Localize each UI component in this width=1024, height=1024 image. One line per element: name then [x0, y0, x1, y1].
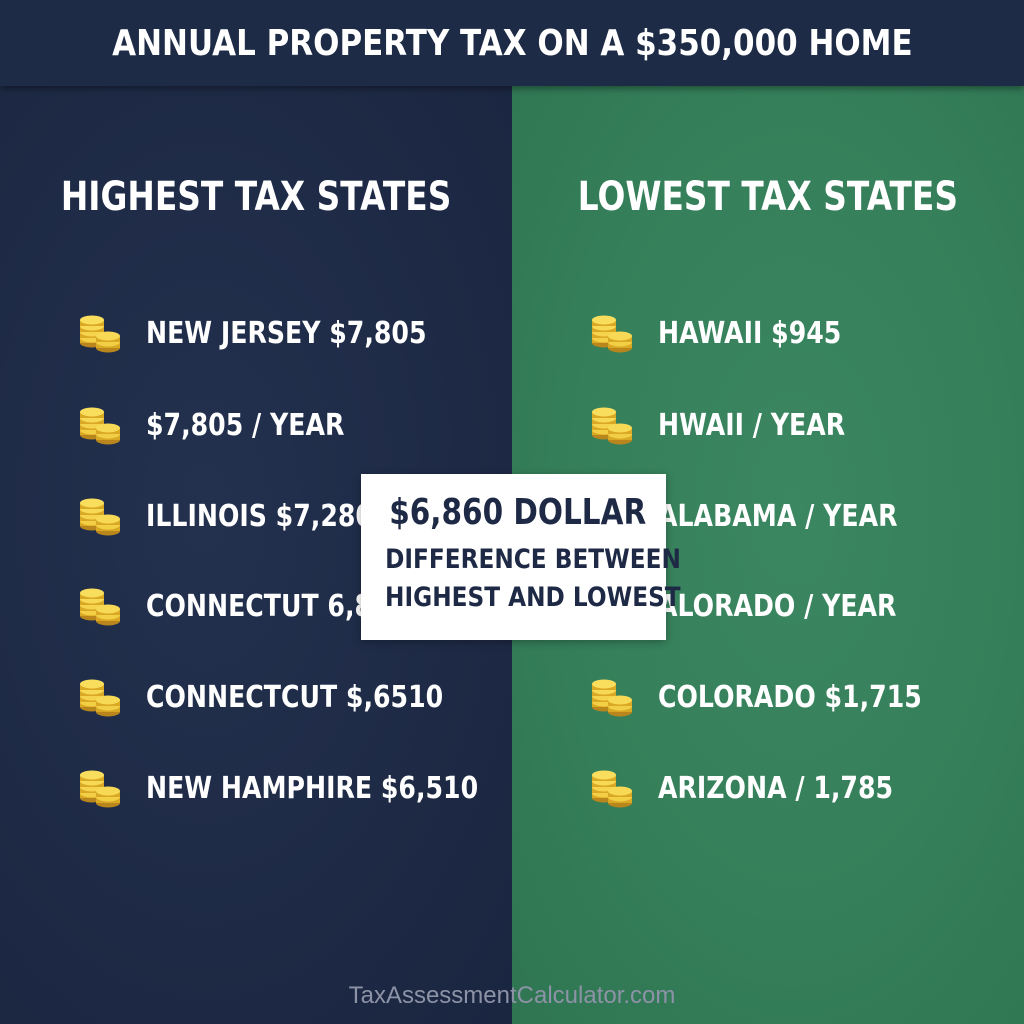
highest-row-label: $7,805 / YEAR: [146, 407, 345, 443]
highest-row: CONNECTCUT $,6510: [78, 672, 500, 722]
lowest-tax-heading-text: LOWEST TAX STATES: [577, 174, 959, 220]
coin-stack-icon: [78, 313, 122, 353]
lowest-row: HAWAII $945: [590, 308, 876, 358]
lowest-row-label: COLORADO $1,715: [658, 679, 922, 715]
lowest-row-label: ALABAMA / YEAR: [658, 498, 898, 534]
lowest-row-label: ALORADO / YEAR: [658, 588, 897, 624]
lowest-row: COLORADO $1,715: [590, 672, 972, 722]
coin-stack-icon: [78, 768, 122, 808]
coin-stack-icon: [590, 405, 634, 445]
highest-tax-heading-text: HIGHEST TAX STATES: [60, 174, 452, 220]
highest-row-label: NEW JERSEY $7,805: [146, 315, 427, 351]
lowest-row: ALORADO / YEAR: [590, 581, 942, 631]
lowest-row-label: ARIZONA / 1,785: [658, 770, 894, 806]
highest-row: NEW JERSEY $7,805: [78, 308, 480, 358]
highest-row: $7,805 / YEAR: [78, 400, 382, 450]
lowest-row-label: HAWAII $945: [658, 315, 842, 351]
coin-stack-icon: [590, 677, 634, 717]
highest-row-label: CONNECTCUT $,6510: [146, 679, 444, 715]
difference-amount: $6,860 DOLLAR: [361, 492, 666, 533]
coin-stack-icon: [78, 496, 122, 536]
page-title: ANNUAL PROPERTY TAX ON A $350,000 HOME: [111, 22, 913, 64]
highest-row: NEW HAMPHIRE $6,510: [78, 763, 541, 813]
difference-caption-line2: HIGHEST AND LOWEST: [361, 582, 681, 613]
lowest-row: HWAII / YEAR: [590, 400, 881, 450]
lowest-tax-heading: LOWEST TAX STATES: [512, 174, 1024, 220]
difference-caption-line2-text: HIGHEST AND LOWEST: [385, 582, 681, 613]
coin-stack-icon: [78, 405, 122, 445]
coin-stack-icon: [590, 313, 634, 353]
lowest-row-label: HWAII / YEAR: [658, 407, 846, 443]
coin-stack-icon: [78, 677, 122, 717]
highest-row-label: NEW HAMPHIRE $6,510: [146, 770, 479, 806]
difference-caption-line1: DIFFERENCE BETWEEN: [361, 544, 681, 575]
difference-caption-line1-text: DIFFERENCE BETWEEN: [385, 544, 681, 575]
title-bar: ANNUAL PROPERTY TAX ON A $350,000 HOME: [0, 0, 1024, 86]
highest-tax-heading: HIGHEST TAX STATES: [0, 174, 512, 220]
lowest-row: ARIZONA / 1,785: [590, 763, 938, 813]
source-watermark: TaxAssessmentCalculator.com: [348, 982, 676, 1009]
coin-stack-icon: [78, 586, 122, 626]
coin-stack-icon: [590, 768, 634, 808]
difference-amount-text: $6,860 DOLLAR: [389, 492, 647, 533]
difference-callout: $6,860 DOLLAR DIFFERENCE BETWEEN HIGHEST…: [361, 474, 681, 640]
lowest-row: ALABAMA / YEAR: [590, 491, 943, 541]
